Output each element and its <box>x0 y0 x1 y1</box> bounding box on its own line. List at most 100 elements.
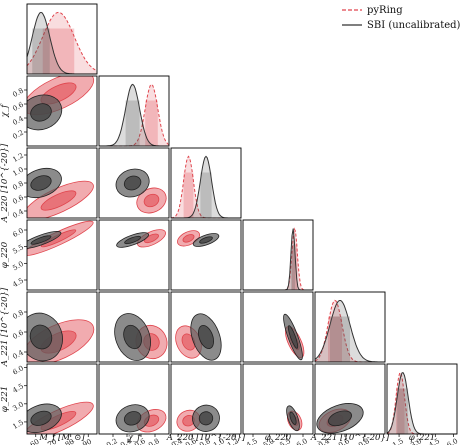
panel-frame <box>170 147 242 219</box>
y-axis-label-chi: χ_f <box>0 103 10 118</box>
contour-group <box>27 220 94 256</box>
contour-group <box>286 405 303 432</box>
y-tick-label-A221: 0.6 <box>11 328 25 341</box>
panel-frame <box>26 291 98 363</box>
x-tick-label-phi220: 6.0 <box>295 437 309 445</box>
x-tick-label-Mf: 60 <box>29 438 41 445</box>
panel-frame <box>314 363 386 435</box>
marginal-credible-band-phi220-0 <box>292 244 298 290</box>
panel-frame <box>26 219 98 291</box>
x-tick-label-Mf: 70 <box>46 438 58 445</box>
marginal-credible-band-A220-0 <box>183 172 194 218</box>
contour-sbi-1sigma <box>289 411 297 425</box>
panel-A221-vs-phi220 <box>242 291 314 363</box>
contour-group <box>27 401 94 434</box>
x-tick-label-phi220: 5.5 <box>279 437 293 445</box>
panel-frame <box>242 219 314 291</box>
legend-sbi-label: SBI (uncalibrated) <box>367 20 461 31</box>
contour-group <box>283 313 305 361</box>
y-axis-label-A221: A_221 [10^{-20}] <box>0 287 10 367</box>
y-tick-label-chi: 0.2 <box>11 129 25 141</box>
contour-group <box>175 313 222 361</box>
panel-frame <box>98 363 170 435</box>
y-tick-label-phi220: 4.5 <box>11 277 25 289</box>
x-tick-label-A220: 1.2 <box>226 437 240 445</box>
marginal-fill-phi220-1 <box>243 228 313 290</box>
x-tick-label-phi220: 5.0 <box>262 437 276 445</box>
marginal-credible-band-A221-1 <box>330 316 350 362</box>
y-tick-label-phi220: 6.0 <box>11 227 25 239</box>
contour-group <box>316 403 364 434</box>
contour-sbi-1sigma <box>29 324 53 350</box>
y-tick-label-phi221: 1.5 <box>11 418 25 430</box>
marginal-credible-band-chi-0 <box>145 100 158 146</box>
y-axis-label-A220: A_220 [10^{-20}] <box>0 143 10 223</box>
panel-A221-vs-Mf: 0.4 0.6 0.8A_221 [10^{-20}] <box>0 287 98 367</box>
marginal-credible-band-chi-1 <box>125 100 140 146</box>
contour-group <box>115 404 167 433</box>
marginal-fill-A220-1 <box>171 156 241 218</box>
panel-phi220-vs-chi <box>98 219 170 291</box>
panel-frame <box>242 363 314 435</box>
panel-A220-vs-Mf: 0.40.60.8 1.0 1.2A_220 [10^{-20}] <box>0 143 98 223</box>
y-tick-label-phi221: 6.0 <box>11 364 25 376</box>
y-axis-label-phi221: φ_221 <box>0 386 10 412</box>
contour-group <box>177 230 220 247</box>
y-tick-label-A220: 1.0 <box>11 166 25 178</box>
x-axis-label-phi221: φ_221 <box>409 433 435 443</box>
panel-phi221-vs-phi221: 1.5 3.0 4.5 6.0 φ_221 <box>386 363 460 445</box>
panel-phi220-vs-phi220 <box>242 219 314 291</box>
panel-phi221-vs-A220: 0.4 0.6 0.8 1.0 1.2A_220 [10^{-20}] <box>166 363 246 445</box>
panel-frame <box>386 363 458 435</box>
x-tick-label-Mf: 80 <box>64 438 76 445</box>
panel-A221-vs-A221 <box>314 291 386 363</box>
panel-frame <box>26 363 98 435</box>
panel-A220-vs-chi <box>98 147 170 219</box>
panel-frame <box>98 219 170 291</box>
x-tick-label-A220: 0.6 <box>184 437 198 445</box>
panel-frame <box>98 147 170 219</box>
marginal-fill-A220-0 <box>171 156 241 218</box>
x-tick-label-phi221: 6.0 <box>446 437 460 445</box>
contour-group <box>114 313 168 361</box>
legend: pyRing SBI (uncalibrated) <box>342 5 461 31</box>
y-tick-label-phi220: 5.5 <box>11 243 25 255</box>
legend-pyring-label: pyRing <box>367 5 403 16</box>
panel-A221-vs-A220 <box>170 291 242 363</box>
y-tick-label-A220: 0.6 <box>11 193 25 206</box>
x-tick-label-phi221: 4.5 <box>427 437 441 445</box>
x-tick-label-A221: 0.6 <box>337 437 351 445</box>
x-tick-label-A221: 0.4 <box>317 437 331 445</box>
contour-group <box>116 229 166 248</box>
x-tick-label-phi221: 3.0 <box>409 437 423 445</box>
contour-pyring-1sigma <box>182 234 195 243</box>
panel-phi220-vs-A220 <box>170 219 242 291</box>
panel-chi-vs-Mf: 0.2 0.40.60.8χ_f <box>0 75 98 147</box>
panels-layer: 0.20.40.60.8χ_f0.40.60.81.01.2A_220 [10^… <box>0 3 460 445</box>
panel-Mf-vs-Mf <box>26 3 98 75</box>
contour-sbi-1sigma <box>123 411 142 426</box>
panel-phi220-vs-Mf: 4.5 5.0 5.5 6.0φ_220 <box>0 219 98 291</box>
panel-frame <box>98 75 170 147</box>
marginal-fill-chi-1 <box>99 84 169 146</box>
x-tick-label-A220: 0.8 <box>198 437 212 445</box>
marginal-fill-chi-0 <box>99 84 169 146</box>
y-tick-label-A220: 1.2 <box>11 152 25 164</box>
contour-pyring-1sigma <box>40 190 77 211</box>
marginal-curve-Mf-0 <box>26 11 98 72</box>
contour-sbi-1sigma <box>30 175 52 191</box>
y-tick-label-chi: 0.6 <box>11 100 25 113</box>
y-tick-label-chi: 0.8 <box>11 87 25 99</box>
y-tick-label-A220: 0.4 <box>11 207 25 220</box>
marginal-fill-phi221-1 <box>387 372 457 434</box>
contour-sbi-1sigma <box>30 410 52 426</box>
panel-frame <box>26 3 98 75</box>
y-tick-label-chi: 0.4 <box>11 114 25 127</box>
panel-phi221-vs-A221: 0.4 0.6 0.8A_221 [10^{-20}] <box>310 363 390 445</box>
panel-frame <box>170 291 242 363</box>
contour-pyring-1sigma <box>143 193 160 208</box>
panel-phi221-vs-Mf: 60 70 80 90M_f [M_⊙] 1.5 3.0 4.5 6.0φ_221 <box>0 363 98 445</box>
panel-A221-vs-chi <box>98 291 170 363</box>
x-axis-label-A220: A_220 [10^{-20}] <box>166 433 246 443</box>
